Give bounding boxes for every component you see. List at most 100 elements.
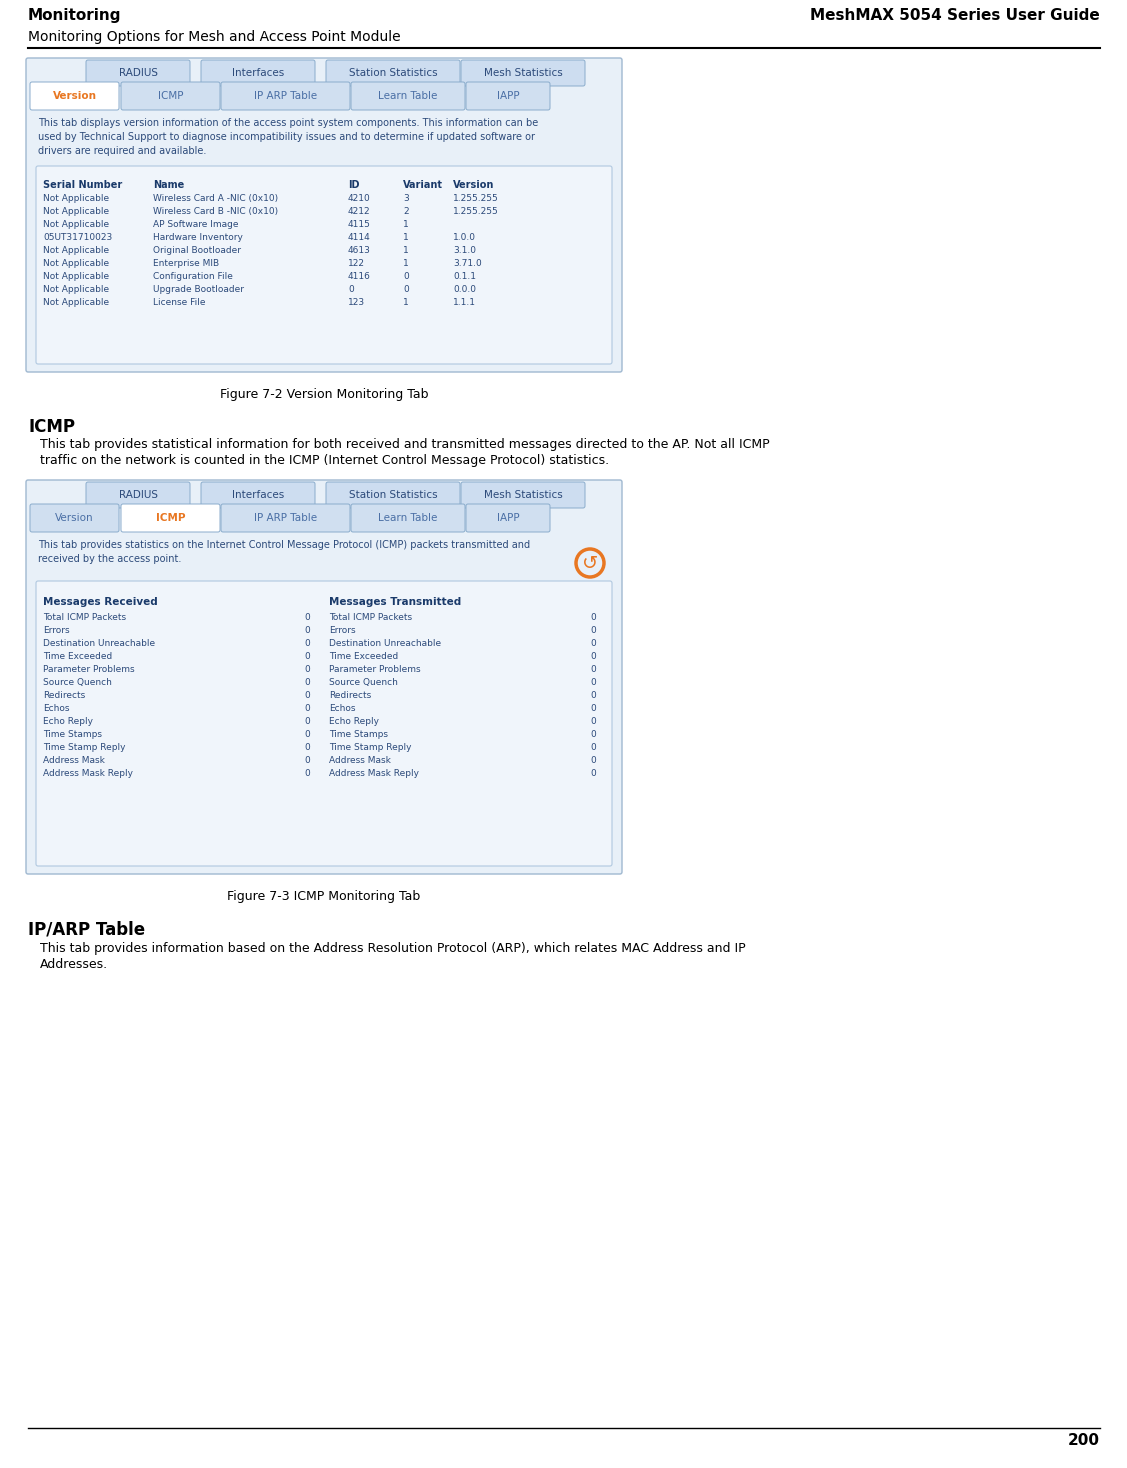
Text: 0: 0 — [591, 652, 596, 661]
Text: 0: 0 — [591, 678, 596, 687]
Text: 3.1.0: 3.1.0 — [453, 247, 476, 255]
Text: 0: 0 — [591, 639, 596, 647]
Text: License File: License File — [153, 298, 205, 307]
Text: 0: 0 — [591, 756, 596, 765]
Text: Parameter Problems: Parameter Problems — [329, 665, 420, 674]
Text: used by Technical Support to diagnose incompatibility issues and to determine if: used by Technical Support to diagnose in… — [38, 132, 535, 142]
Text: 0: 0 — [304, 625, 310, 636]
FancyBboxPatch shape — [26, 59, 622, 371]
Text: 0: 0 — [304, 743, 310, 752]
Text: Total ICMP Packets: Total ICMP Packets — [43, 614, 126, 622]
Text: Not Applicable: Not Applicable — [43, 258, 109, 269]
Text: traffic on the network is counted in the ICMP (Internet Control Message Protocol: traffic on the network is counted in the… — [39, 454, 609, 467]
FancyBboxPatch shape — [86, 482, 190, 508]
Text: 0: 0 — [304, 705, 310, 713]
Text: 123: 123 — [348, 298, 365, 307]
Text: ICMP: ICMP — [156, 512, 185, 523]
Text: Mesh Statistics: Mesh Statistics — [483, 490, 562, 501]
Text: 0: 0 — [304, 730, 310, 738]
Text: AP Software Image: AP Software Image — [153, 220, 239, 229]
Text: Parameter Problems: Parameter Problems — [43, 665, 134, 674]
Text: Messages Received: Messages Received — [43, 597, 158, 606]
Text: This tab provides information based on the Address Resolution Protocol (ARP), wh: This tab provides information based on t… — [39, 942, 746, 956]
Text: Address Mask Reply: Address Mask Reply — [329, 769, 419, 778]
Text: 0: 0 — [304, 769, 310, 778]
Text: 0: 0 — [304, 678, 310, 687]
Text: 0: 0 — [304, 614, 310, 622]
FancyBboxPatch shape — [30, 82, 119, 110]
Text: Not Applicable: Not Applicable — [43, 272, 109, 280]
Text: 0.0.0: 0.0.0 — [453, 285, 476, 294]
Text: Figure 7-3 ICMP Monitoring Tab: Figure 7-3 ICMP Monitoring Tab — [228, 890, 420, 903]
Text: RADIUS: RADIUS — [118, 68, 158, 78]
FancyBboxPatch shape — [121, 504, 220, 531]
FancyBboxPatch shape — [326, 482, 460, 508]
Text: 05UT31710023: 05UT31710023 — [43, 233, 113, 242]
Text: 1: 1 — [403, 258, 409, 269]
Text: 0: 0 — [591, 625, 596, 636]
Text: 0: 0 — [591, 691, 596, 700]
Text: Station Statistics: Station Statistics — [348, 490, 437, 501]
Text: 1.255.255: 1.255.255 — [453, 207, 499, 216]
Text: Monitoring: Monitoring — [28, 7, 122, 23]
Text: Station Statistics: Station Statistics — [348, 68, 437, 78]
Text: 122: 122 — [348, 258, 365, 269]
Text: 3.71.0: 3.71.0 — [453, 258, 481, 269]
FancyBboxPatch shape — [221, 504, 350, 531]
Text: drivers are required and available.: drivers are required and available. — [38, 145, 206, 156]
FancyBboxPatch shape — [461, 60, 585, 87]
Text: Time Stamps: Time Stamps — [329, 730, 388, 738]
Text: 4212: 4212 — [348, 207, 371, 216]
Text: 0: 0 — [348, 285, 354, 294]
Text: Errors: Errors — [329, 625, 356, 636]
FancyBboxPatch shape — [201, 60, 316, 87]
Text: 0: 0 — [591, 716, 596, 727]
Text: Version: Version — [453, 181, 495, 189]
Text: 0: 0 — [403, 285, 409, 294]
Text: Learn Table: Learn Table — [379, 512, 437, 523]
Text: ID: ID — [348, 181, 360, 189]
FancyBboxPatch shape — [326, 60, 460, 87]
Text: Redirects: Redirects — [43, 691, 86, 700]
FancyBboxPatch shape — [121, 82, 220, 110]
Text: 0: 0 — [304, 691, 310, 700]
Text: Source Quench: Source Quench — [329, 678, 398, 687]
Text: IAPP: IAPP — [497, 512, 520, 523]
FancyBboxPatch shape — [221, 82, 350, 110]
FancyBboxPatch shape — [465, 504, 550, 531]
Text: 0.1.1: 0.1.1 — [453, 272, 476, 280]
Text: Wireless Card A -NIC (0x10): Wireless Card A -NIC (0x10) — [153, 194, 278, 203]
Text: IP ARP Table: IP ARP Table — [254, 512, 317, 523]
Text: 0: 0 — [591, 705, 596, 713]
Text: Wireless Card B -NIC (0x10): Wireless Card B -NIC (0x10) — [153, 207, 278, 216]
Text: 1.0.0: 1.0.0 — [453, 233, 476, 242]
Text: 0: 0 — [304, 756, 310, 765]
Text: 4115: 4115 — [348, 220, 371, 229]
Text: This tab provides statistics on the Internet Control Message Protocol (ICMP) pac: This tab provides statistics on the Inte… — [38, 540, 530, 550]
Text: Time Stamp Reply: Time Stamp Reply — [43, 743, 125, 752]
Text: Variant: Variant — [403, 181, 443, 189]
Text: Not Applicable: Not Applicable — [43, 298, 109, 307]
Text: Echo Reply: Echo Reply — [329, 716, 379, 727]
Text: Not Applicable: Not Applicable — [43, 207, 109, 216]
Text: Enterprise MIB: Enterprise MIB — [153, 258, 219, 269]
Text: Destination Unreachable: Destination Unreachable — [43, 639, 156, 647]
Text: Version: Version — [55, 512, 94, 523]
Text: Version: Version — [53, 91, 97, 101]
FancyBboxPatch shape — [36, 581, 612, 866]
Text: 0: 0 — [591, 614, 596, 622]
FancyBboxPatch shape — [350, 504, 465, 531]
Text: IAPP: IAPP — [497, 91, 520, 101]
FancyBboxPatch shape — [30, 504, 119, 531]
FancyBboxPatch shape — [86, 60, 190, 87]
Text: 1: 1 — [403, 220, 409, 229]
Text: 1.255.255: 1.255.255 — [453, 194, 499, 203]
Text: Echo Reply: Echo Reply — [43, 716, 94, 727]
Text: Mesh Statistics: Mesh Statistics — [483, 68, 562, 78]
Text: Redirects: Redirects — [329, 691, 371, 700]
Text: Not Applicable: Not Applicable — [43, 285, 109, 294]
Text: 0: 0 — [304, 652, 310, 661]
Text: Interfaces: Interfaces — [232, 68, 284, 78]
Text: Time Exceeded: Time Exceeded — [329, 652, 398, 661]
FancyBboxPatch shape — [461, 482, 585, 508]
